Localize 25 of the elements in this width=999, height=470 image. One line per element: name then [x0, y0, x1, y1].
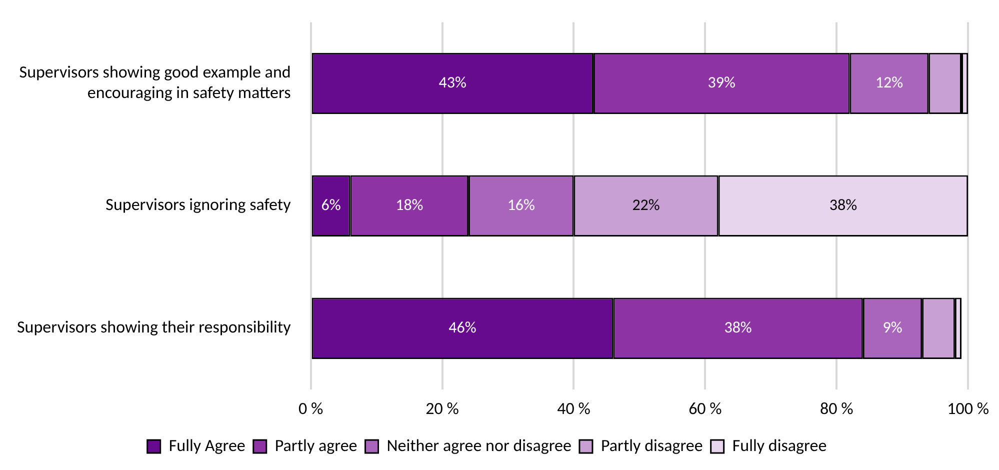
data-label: 38% [829, 196, 858, 215]
data-label: 18% [396, 196, 424, 215]
y-tick-label: Supervisors showing their responsibility [16, 316, 292, 338]
y-tick-label: Supervisors showing good example and encouraging in safety matters [19, 61, 292, 103]
data-label: 6% [321, 196, 341, 215]
legend-label: Partly agree [274, 434, 358, 456]
x-tick-label: 60 % [688, 398, 722, 420]
x-tick-label: 80 % [820, 398, 854, 420]
data-label: 9% [882, 318, 902, 338]
data-label: 16% [507, 196, 535, 215]
data-label: 46% [448, 318, 476, 338]
data-label: 38% [724, 318, 752, 338]
legend-label: Neither agree nor disagree [386, 434, 572, 456]
legend-label: Partly disagree [600, 434, 703, 456]
x-tick-label: 40 % [557, 398, 590, 420]
data-label: 43% [438, 73, 466, 92]
x-tick-label: 100 % [947, 398, 990, 420]
legend-label: Fully disagree [732, 434, 827, 456]
data-label: 39% [708, 73, 736, 92]
y-tick-label: Supervisors ignoring safety [106, 194, 292, 216]
x-tick-label: 0 % [298, 398, 324, 420]
data-label: 22% [632, 196, 660, 215]
data-label: 12% [875, 73, 904, 92]
legend-label: Fully Agree [168, 434, 246, 456]
x-tick-label: 20 % [426, 398, 459, 420]
